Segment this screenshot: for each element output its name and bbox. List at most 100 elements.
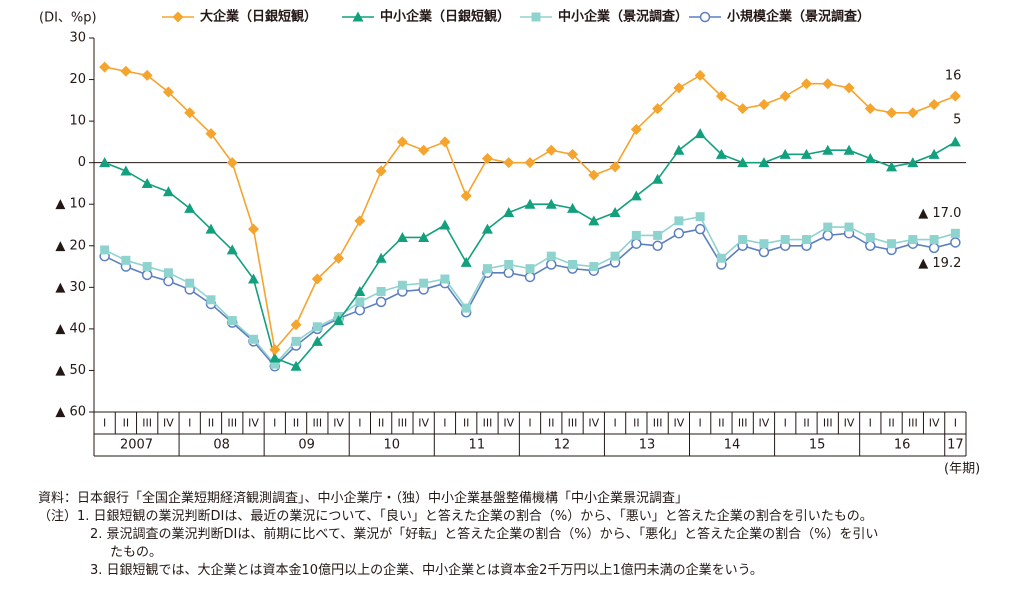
legend-marker (699, 11, 711, 23)
quarter-label: II (378, 417, 385, 430)
year-label: 12 (554, 438, 571, 453)
data-point (738, 235, 748, 245)
y-tick-label: 0 (78, 155, 86, 170)
data-point (418, 144, 430, 156)
data-point (312, 322, 322, 332)
data-point (588, 169, 600, 181)
data-point (844, 222, 854, 232)
data-point (248, 223, 260, 235)
data-point (886, 161, 898, 172)
data-point (653, 230, 663, 240)
data-point (121, 255, 131, 265)
legend-label: 大企業（日銀短観） (200, 9, 317, 25)
data-point (375, 165, 387, 177)
data-point (460, 256, 472, 267)
data-point (162, 86, 174, 98)
data-point (249, 334, 259, 344)
data-point (695, 212, 705, 222)
data-point (524, 157, 536, 169)
data-point (737, 157, 749, 168)
series-1 (99, 61, 961, 356)
quarter-label: I (954, 417, 957, 430)
data-point (673, 144, 685, 155)
data-point (610, 251, 620, 261)
data-point (779, 148, 791, 159)
data-point (524, 271, 536, 283)
data-point (609, 161, 621, 173)
data-point (928, 242, 940, 254)
legend-marker (352, 11, 364, 22)
quarter-label: III (823, 417, 833, 430)
end-value-label: 16 (945, 69, 962, 84)
data-point (376, 286, 386, 296)
quarter-label: IV (333, 417, 344, 430)
data-point (907, 157, 919, 168)
quarter-label: II (803, 417, 810, 430)
data-point (269, 344, 281, 356)
year-label: 15 (809, 438, 826, 453)
quarter-label: IV (418, 417, 429, 430)
data-point (864, 153, 876, 164)
quarter-label: III (738, 417, 748, 430)
data-point (631, 230, 641, 240)
year-label: 11 (469, 438, 486, 453)
data-point (800, 78, 812, 90)
legend-item-3 (520, 12, 552, 22)
data-point (865, 240, 876, 252)
data-point (163, 268, 173, 278)
data-point (929, 235, 939, 245)
data-point (333, 252, 345, 264)
y-tick-label: ▲ 10 (55, 197, 86, 212)
quarter-label: II (888, 417, 895, 430)
year-label: 2007 (120, 438, 153, 453)
data-point (503, 157, 515, 169)
y-tick-label: ▲ 60 (55, 405, 86, 420)
data-point (503, 267, 514, 279)
legend-label: 中小企業（景況調査） (558, 9, 688, 25)
quarter-label: IV (759, 417, 770, 430)
y-tick-label: 30 (69, 31, 86, 46)
legend-item-4 (689, 11, 721, 23)
quarter-label: II (633, 417, 640, 430)
data-point (694, 69, 706, 81)
year-label: 09 (298, 438, 315, 453)
year-label: 10 (383, 438, 400, 453)
data-point (779, 90, 791, 102)
data-point (396, 231, 408, 242)
data-point (545, 198, 557, 209)
data-point (950, 228, 960, 238)
data-point (481, 153, 493, 165)
data-point (99, 61, 111, 73)
data-point (355, 297, 365, 307)
data-point (482, 264, 492, 274)
quarter-label: II (293, 417, 300, 430)
quarter-label: III (227, 417, 237, 430)
quarter-label: III (653, 417, 663, 430)
quarter-label: II (463, 417, 470, 430)
data-point (333, 315, 345, 326)
y-axis-label: (DI、%p) (39, 11, 97, 26)
quarter-label: III (568, 417, 578, 430)
data-point (715, 90, 727, 102)
data-point (504, 259, 514, 269)
data-point (928, 148, 940, 159)
data-point (822, 230, 834, 241)
data-point (865, 232, 875, 242)
quarter-label: I (869, 417, 872, 430)
data-point (758, 157, 770, 168)
y-tick-label: 20 (69, 72, 86, 87)
data-point (291, 336, 301, 346)
data-point (99, 157, 111, 168)
data-point (396, 136, 408, 148)
data-point (524, 198, 536, 209)
data-point (715, 148, 727, 159)
data-point (652, 240, 663, 252)
data-point (609, 207, 621, 218)
data-point (503, 207, 515, 218)
data-point (567, 202, 579, 213)
quarter-label: III (142, 417, 152, 430)
quarter-label: I (443, 417, 446, 430)
quarter-label: IV (929, 417, 940, 430)
data-point (949, 90, 961, 102)
